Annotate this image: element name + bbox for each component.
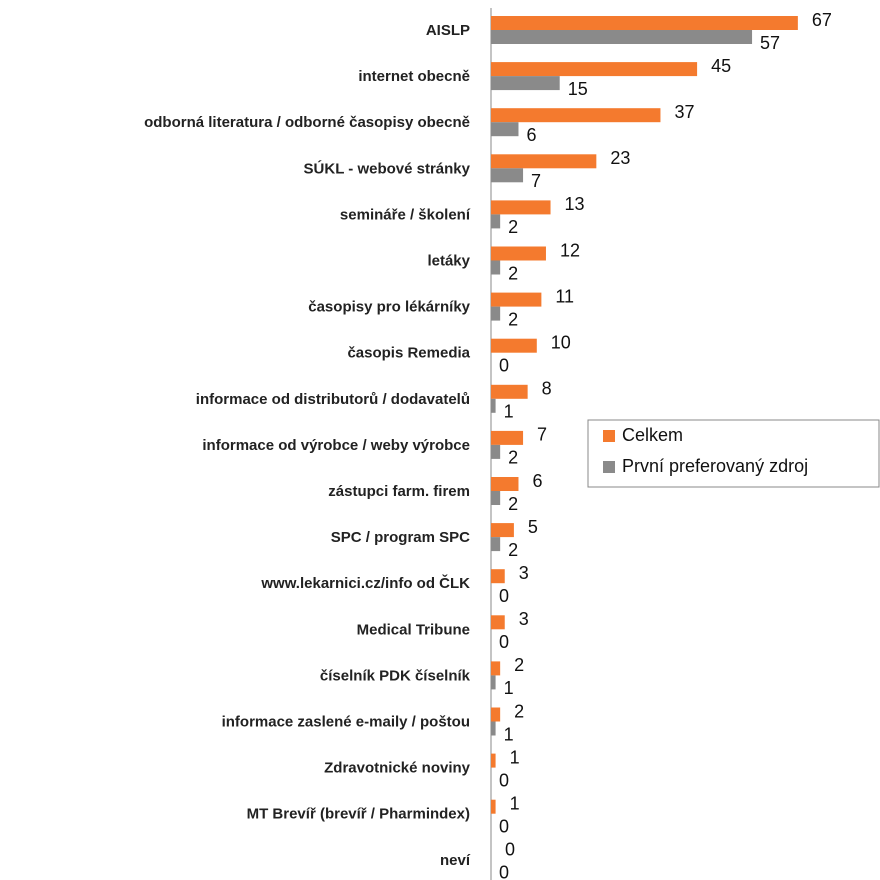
category-label: časopisy pro lékárníky [308,299,470,316]
value-label: 1 [504,678,514,698]
value-label: 6 [526,125,536,145]
value-label: 37 [674,102,694,122]
value-label: 57 [760,33,780,53]
bar [491,76,560,91]
bar [491,721,496,736]
category-label: Zdravotnické noviny [324,760,471,777]
value-label: 1 [510,747,520,767]
bar [491,214,501,229]
value-label: 2 [514,701,524,721]
value-label: 23 [610,148,630,168]
value-label: 67 [812,10,832,30]
legend-swatch [603,430,615,442]
legend-label: První preferovaný zdroj [622,456,808,476]
value-label: 45 [711,56,731,76]
value-label: 10 [551,332,571,352]
value-label: 0 [499,355,509,375]
bar [491,675,496,690]
value-label: 0 [499,816,509,836]
bar [491,30,753,44]
bar [491,430,524,445]
value-label: 0 [499,586,509,606]
value-label: 7 [537,425,547,445]
category-label: internet obecně [358,68,470,85]
value-label: 2 [508,263,518,283]
bar [491,491,501,505]
value-label: 12 [560,240,580,260]
category-label: SPC / program SPC [331,529,470,546]
value-label: 2 [514,655,524,675]
bar [491,260,501,275]
value-label: 11 [555,286,574,306]
bar [491,338,537,353]
value-label: 0 [499,632,509,652]
bar [491,154,597,169]
category-label: informace od výrobce / weby výrobce [202,437,470,454]
bar [491,200,551,215]
category-label: www.lekarnici.cz/info od ČLK [260,574,470,592]
value-label: 15 [568,79,588,99]
bar [491,799,496,814]
bar [491,62,698,77]
value-label: 8 [542,379,552,399]
value-label: 1 [504,402,514,422]
bar [491,384,528,399]
bar [491,292,542,307]
bar [491,122,519,137]
bar [491,108,661,123]
value-label: 2 [508,494,518,514]
value-label: 7 [531,171,541,191]
value-label: 0 [505,840,515,860]
category-label: časopis Remedia [347,345,470,362]
value-label: 5 [528,517,538,537]
value-label: 0 [499,863,509,880]
bar [491,306,501,321]
category-label: letáky [427,252,470,269]
value-label: 6 [532,471,542,491]
value-label: 3 [519,563,529,583]
legend-box [587,419,880,488]
bar [491,477,519,491]
category-label: SÚKL - webové stránky [304,159,471,177]
category-label: AISLP [426,22,470,39]
value-label: 0 [499,770,509,790]
value-label: 2 [508,217,518,237]
category-label: zástupci farm. firem [328,483,470,500]
category-label: neví [440,852,471,869]
category-label: informace zaslené e-maily / poštou [222,713,470,730]
bar [491,398,496,413]
value-label: 2 [508,540,518,560]
bar [491,444,501,459]
bar [491,707,501,722]
category-label: odborná literatura / odborné časopisy ob… [144,114,470,131]
bar [491,753,496,768]
bar [491,615,505,630]
category-label: číselník PDK číselník [320,667,471,684]
bar [491,537,501,552]
value-label: 3 [519,609,529,629]
legend-label: Celkem [622,425,683,445]
value-label: 2 [508,309,518,329]
value-label: 1 [504,724,514,744]
bar [491,569,505,584]
value-label: 13 [565,194,585,214]
legend-swatch [603,461,615,473]
value-label: 2 [508,448,518,468]
bar [491,168,524,183]
category-label: Medical Tribune [357,621,470,638]
bar [491,523,514,538]
category-label: MT Brevíř (brevíř / Pharmindex) [247,806,470,823]
category-label: semináře / školení [340,206,471,223]
category-label: informace od distributorů / dodavatelů [196,391,470,408]
bar [491,16,798,30]
bar [491,246,546,261]
value-label: 1 [510,793,520,813]
bar [491,661,501,676]
